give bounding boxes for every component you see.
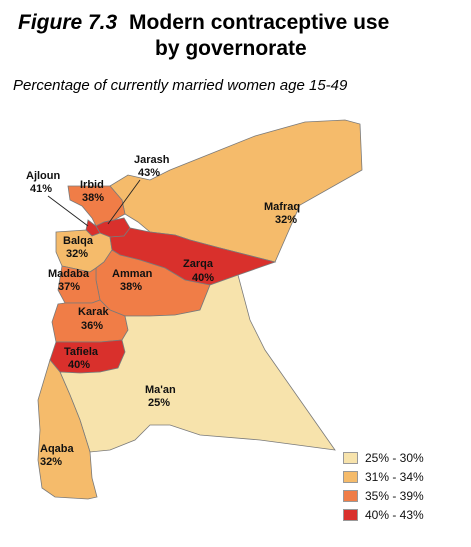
jarash-leader-line (107, 179, 141, 225)
legend-swatch (343, 470, 358, 483)
legend-item: 25% - 30% (343, 448, 424, 467)
legend-swatch (343, 489, 358, 502)
legend-label: 35% - 39% (365, 488, 424, 503)
legend-label: 40% - 43% (365, 507, 424, 522)
label-jarash-value: 43% (138, 167, 160, 179)
label-zarqa-value: 40% (192, 272, 214, 284)
map-legend: 25% - 30% 31% - 34% 35% - 39% 40% - 43% (343, 448, 424, 524)
figure-title-line2: by governorate (155, 37, 307, 60)
label-mafraq-name: Mafraq (264, 201, 300, 213)
label-zarqa-name: Zarqa (183, 258, 214, 270)
legend-item: 35% - 39% (343, 486, 424, 505)
figure-title: Figure 7.3 Modern contraceptive use by g… (18, 10, 458, 62)
label-ajloun-name: Ajloun (26, 170, 60, 182)
label-amman-name: Amman (112, 268, 153, 280)
label-karak-value: 36% (81, 320, 103, 332)
label-tafiela-name: Tafiela (64, 346, 99, 358)
label-irbid-name: Irbid (80, 179, 104, 191)
label-karak-name: Karak (78, 306, 109, 318)
region-aqaba (37, 359, 98, 500)
legend-item: 40% - 43% (343, 505, 424, 524)
label-madaba-value: 37% (58, 281, 80, 293)
legend-label: 25% - 30% (365, 450, 424, 465)
legend-swatch (343, 451, 358, 464)
label-irbid-value: 38% (82, 192, 104, 204)
region-maan (59, 274, 336, 453)
label-aqaba-name: Aqaba (40, 443, 75, 455)
label-balqa-name: Balqa (63, 235, 94, 247)
label-ajloun-value: 41% (30, 183, 52, 195)
region-mafraq (109, 119, 363, 263)
legend-item: 31% - 34% (343, 467, 424, 486)
figure-number: Figure 7.3 (18, 11, 118, 34)
label-tafiela-value: 40% (68, 359, 90, 371)
label-aqaba-value: 32% (40, 456, 62, 468)
label-maan-name: Ma'an (145, 384, 176, 396)
legend-swatch (343, 508, 358, 521)
legend-label: 31% - 34% (365, 469, 424, 484)
label-mafraq-value: 32% (275, 214, 297, 226)
label-amman-value: 38% (120, 281, 142, 293)
label-madaba-name: Madaba (48, 268, 90, 280)
label-maan-value: 25% (148, 397, 170, 409)
region-labels: Ajloun 41% Irbid 38% Jarash 43% Mafraq 3… (26, 154, 300, 468)
figure-title-line1: Modern contraceptive use (129, 11, 390, 34)
figure-subtitle: Percentage of currently married women ag… (13, 77, 348, 94)
label-jarash-name: Jarash (134, 154, 170, 166)
ajloun-leader-line (47, 195, 89, 227)
label-balqa-value: 32% (66, 248, 88, 260)
